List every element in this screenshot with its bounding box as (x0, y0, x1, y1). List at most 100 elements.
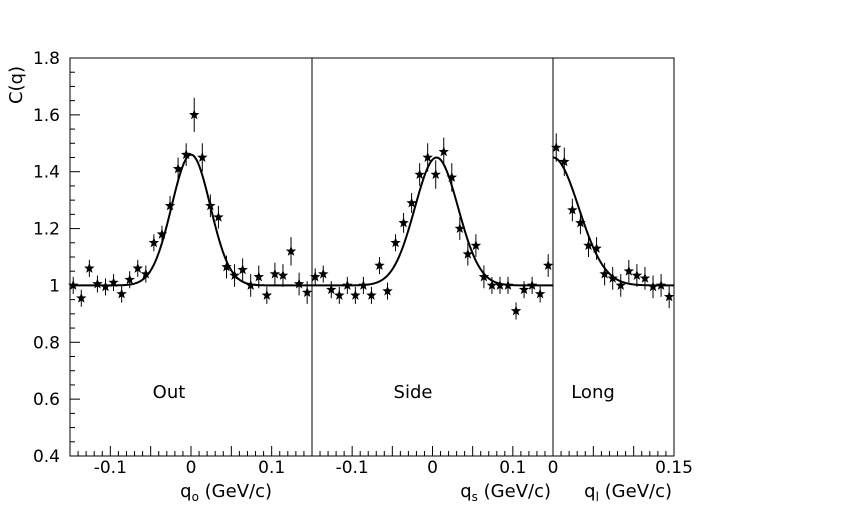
star-marker (285, 245, 297, 256)
star-marker (189, 109, 200, 120)
data-point (398, 212, 409, 233)
y-axis-label: C(q) (6, 66, 27, 104)
star-marker (478, 271, 490, 282)
star-marker (358, 279, 369, 290)
star-marker (318, 268, 329, 279)
star-marker (334, 289, 345, 300)
data-point (494, 276, 506, 294)
data-point (446, 163, 458, 192)
data-point (342, 276, 353, 294)
star-marker (366, 289, 377, 300)
data-point (197, 143, 208, 172)
data-point (84, 259, 95, 277)
star-marker (156, 228, 168, 239)
data-point (470, 234, 482, 257)
star-marker (197, 152, 208, 162)
panel-side-data-points (309, 137, 554, 320)
star-marker (253, 271, 264, 282)
panel-out-data-points (68, 97, 313, 307)
x-tick-label: 0.15 (655, 458, 693, 478)
data-point (623, 259, 635, 283)
data-point (647, 275, 659, 299)
panel-long-frame (552, 57, 675, 457)
star-marker (607, 272, 618, 283)
data-point (422, 143, 433, 172)
star-marker (462, 248, 474, 259)
data-point (237, 258, 248, 282)
panel-out-x-tick-labels: -0.1 0 0.1 (94, 458, 285, 478)
star-marker (623, 265, 635, 276)
data-point (462, 242, 474, 266)
data-point (132, 259, 143, 277)
star-marker (213, 211, 224, 222)
data-point (438, 137, 449, 167)
star-marker (301, 287, 313, 297)
data-point (124, 271, 135, 289)
data-point (277, 264, 289, 287)
star-marker (430, 169, 441, 180)
data-point (309, 268, 321, 286)
data-point (318, 265, 329, 283)
panel-out-frame (69, 57, 313, 457)
star-marker (526, 279, 538, 290)
star-marker (326, 284, 337, 295)
star-marker (438, 146, 449, 157)
data-point (542, 254, 554, 277)
y-tick-label: 0.4 (33, 447, 60, 467)
data-point (92, 275, 103, 293)
data-point (567, 198, 578, 222)
data-point (390, 234, 401, 252)
panel-long-fit-curve (552, 156, 674, 287)
star-marker (124, 274, 135, 285)
panel-side: Side -0.1 0 0.1 qs (GeV/c) (309, 57, 554, 504)
data-point (583, 234, 594, 257)
x-tick-label: 0 (548, 458, 559, 478)
data-point (108, 274, 119, 292)
star-marker (309, 271, 321, 282)
panel-side-x-tick-labels: -0.1 0 0.1 (336, 458, 527, 478)
panel-out: Out -0.1 0 0.1 qo (GeV/c) (68, 57, 313, 504)
panel-side-fit-curve (312, 156, 553, 287)
panel-side-x-axis-label: qs (GeV/c) (460, 481, 551, 504)
panel-out-x-axis-label: qo (GeV/c) (180, 481, 272, 504)
panel-out-x-axis-q: q (180, 481, 191, 502)
star-marker (229, 269, 240, 280)
star-marker (494, 279, 506, 290)
star-marker (84, 262, 95, 273)
star-marker (108, 277, 119, 288)
data-point (180, 143, 192, 167)
star-marker (599, 268, 610, 279)
star-marker (639, 272, 651, 283)
star-marker (140, 268, 152, 279)
data-point (534, 285, 546, 303)
star-marker (245, 279, 256, 290)
star-marker (575, 217, 586, 228)
data-point (414, 163, 425, 186)
x-tick-label: -0.1 (336, 458, 369, 478)
data-point (148, 234, 160, 252)
data-point (559, 147, 570, 176)
star-marker (374, 260, 385, 270)
panel-side-ticks (311, 446, 554, 456)
star-marker (269, 268, 281, 279)
star-marker (663, 291, 675, 302)
y-tick-labels: 0.4 0.6 0.8 1 1.2 1.4 1.6 1.8 (33, 49, 60, 467)
star-marker (68, 279, 79, 290)
panel-out-label: Out (153, 382, 186, 403)
data-point (575, 211, 586, 235)
star-marker (342, 279, 353, 290)
panel-side-frame (311, 57, 554, 457)
data-point (366, 286, 377, 304)
y-tick-label: 1 (49, 276, 60, 296)
star-marker (148, 237, 160, 248)
panel-long-x-axis-unit: (GeV/c) (599, 481, 672, 502)
data-point (301, 281, 313, 304)
panel-side-x-axis-unit: (GeV/c) (478, 481, 551, 502)
panel-long: Long 0 0.15 ql (GeV/c) (548, 57, 693, 504)
star-marker (76, 292, 87, 303)
star-marker (631, 269, 643, 280)
data-point (486, 276, 498, 294)
data-point (591, 237, 602, 260)
data-point (350, 286, 361, 304)
x-tick-label: 0 (186, 458, 197, 478)
